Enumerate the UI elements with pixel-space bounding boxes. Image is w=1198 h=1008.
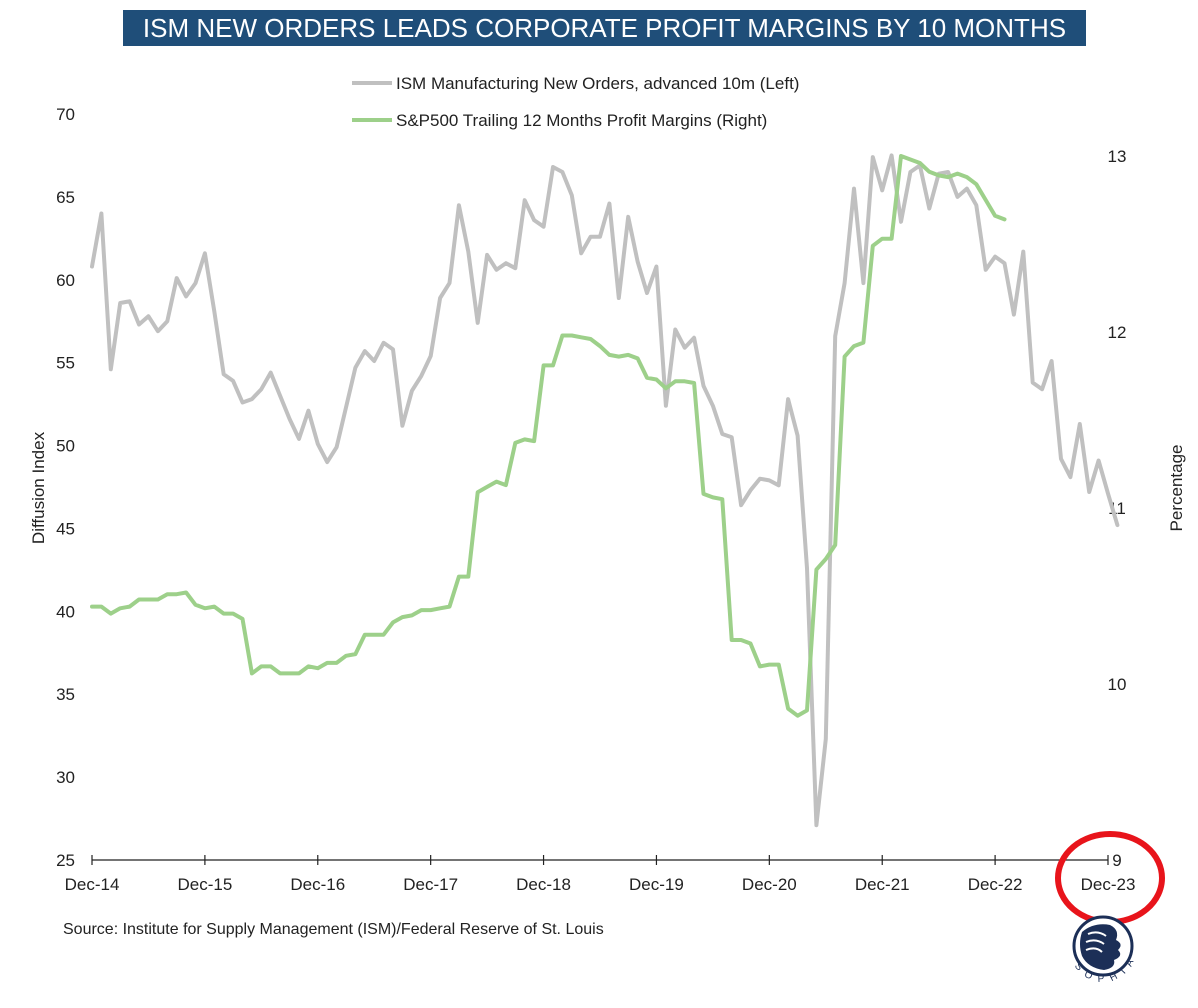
- x-tick-label: Dec-20: [742, 875, 797, 894]
- y-axis-left-title: Diffusion Index: [29, 431, 48, 544]
- y-tick-label-right: 12: [1108, 323, 1127, 342]
- x-tick-label: Dec-15: [177, 875, 232, 894]
- y-tick-label-left: 55: [56, 354, 75, 373]
- y-tick-label-right: 13: [1108, 147, 1127, 166]
- x-tick-label: Dec-14: [65, 875, 120, 894]
- x-tick-label: Dec-21: [855, 875, 910, 894]
- series-line-profit-margins: [90, 154, 1007, 718]
- sophia-logo: SOPHIA: [1072, 915, 1134, 985]
- y-axis-right-title: Percentage: [1167, 445, 1186, 532]
- y-tick-label-left: 65: [56, 188, 75, 207]
- series-layer: [90, 153, 1120, 828]
- y-tick-label-left: 35: [56, 685, 75, 704]
- legend-label-profit-margins: S&P500 Trailing 12 Months Profit Margins…: [396, 111, 767, 130]
- x-tick-label: Dec-17: [403, 875, 458, 894]
- x-tick-label: Dec-19: [629, 875, 684, 894]
- x-tick-label: Dec-16: [290, 875, 345, 894]
- y-tick-label-left: 50: [56, 437, 75, 456]
- y-tick-label-left: 45: [56, 519, 75, 538]
- series-line-ism-new-orders: [90, 153, 1120, 828]
- legend: ISM Manufacturing New Orders, advanced 1…: [352, 74, 799, 130]
- y-tick-label-left: 25: [56, 851, 75, 870]
- legend-label-ism: ISM Manufacturing New Orders, advanced 1…: [396, 74, 799, 93]
- y-tick-label-right: 10: [1108, 675, 1127, 694]
- y-tick-label-left: 60: [56, 271, 75, 290]
- x-tick-label: Dec-23: [1081, 875, 1136, 894]
- y-tick-label-right: 9: [1112, 851, 1121, 870]
- y-tick-label-left: 30: [56, 768, 75, 787]
- x-tick-label: Dec-18: [516, 875, 571, 894]
- source-note: Source: Institute for Supply Management …: [63, 921, 604, 938]
- chart-title: ISM NEW ORDERS LEADS CORPORATE PROFIT MA…: [123, 10, 1086, 46]
- axes: Dec-14 Dec-15 Dec-16 Dec-17 Dec-18 Dec-19 Dec-…: [56, 105, 1135, 894]
- y-tick-label-left: 70: [56, 105, 75, 124]
- y-tick-label-left: 40: [56, 602, 75, 621]
- x-tick-label: Dec-22: [968, 875, 1023, 894]
